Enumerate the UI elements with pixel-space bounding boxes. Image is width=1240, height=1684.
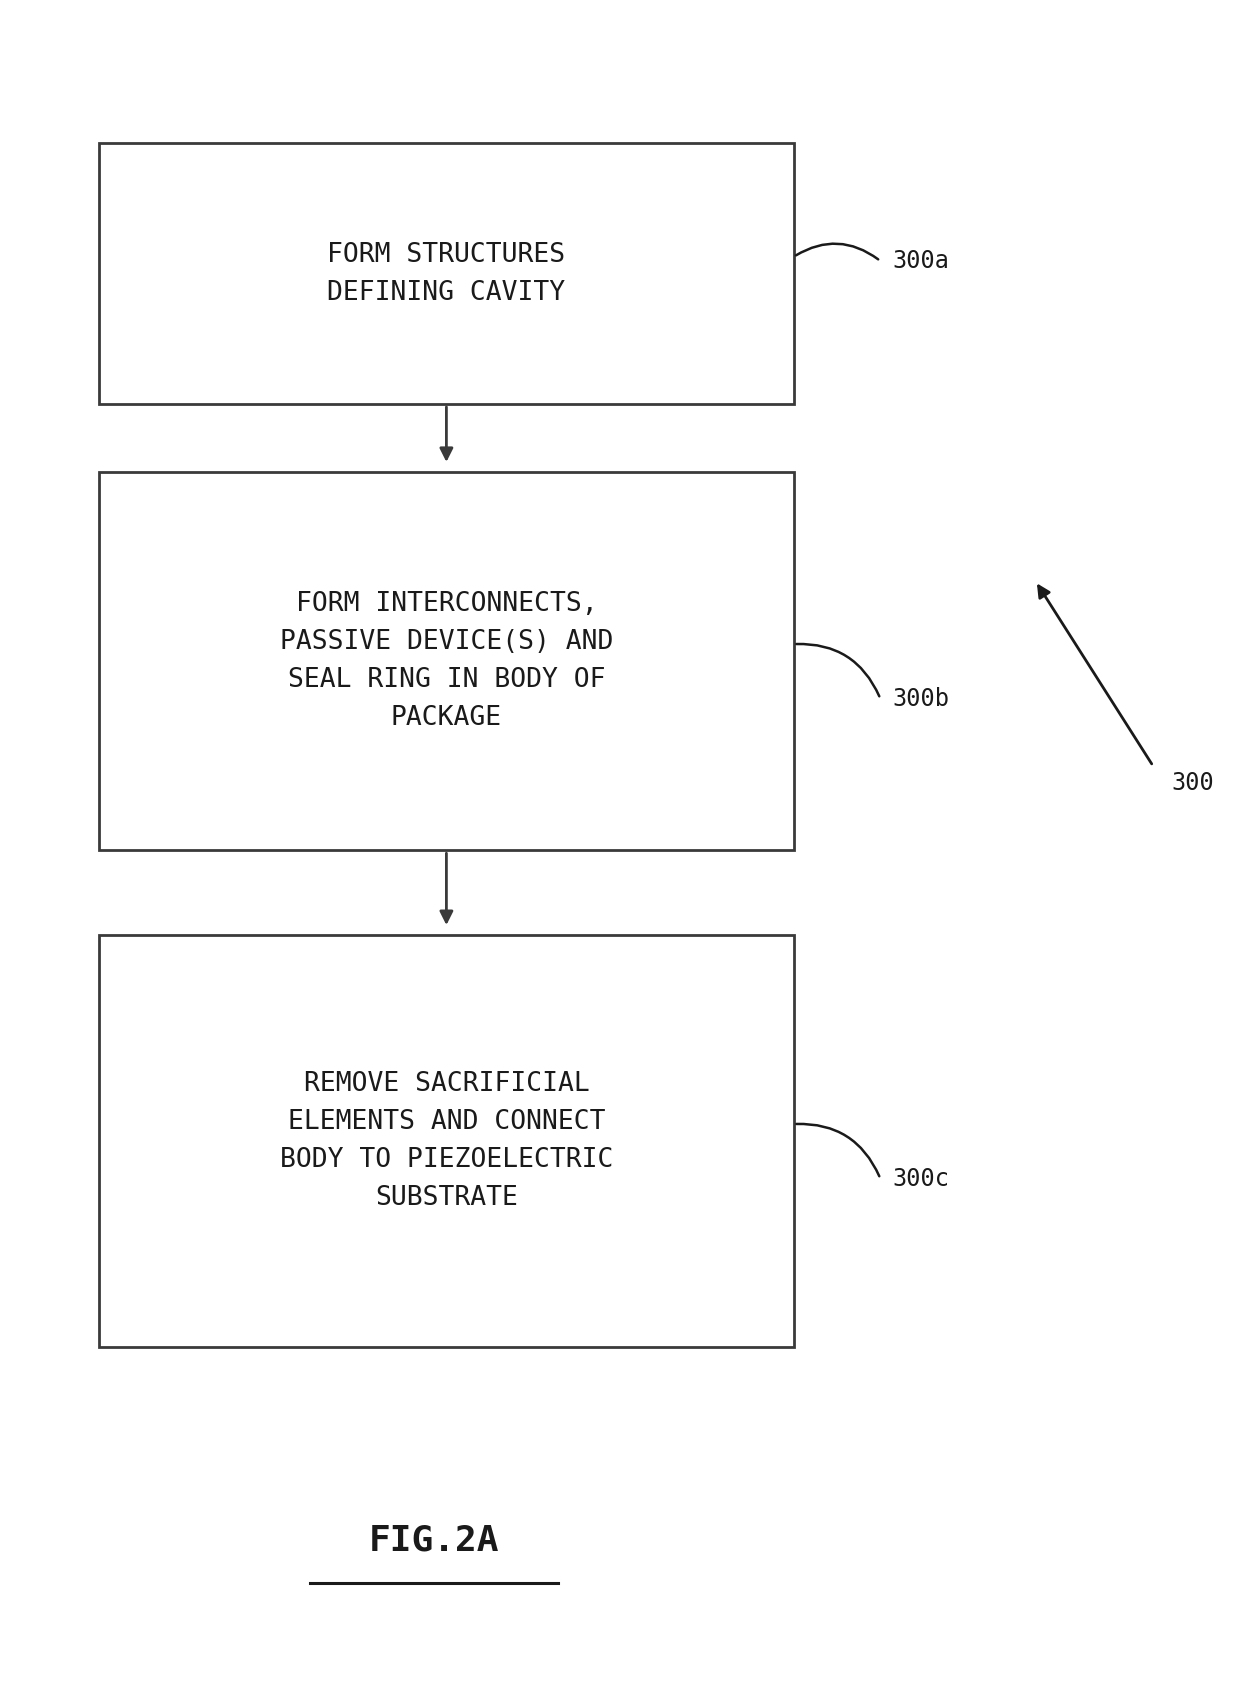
Bar bbox=[99, 935, 794, 1347]
Text: FORM STRUCTURES
DEFINING CAVITY: FORM STRUCTURES DEFINING CAVITY bbox=[327, 241, 565, 306]
Text: 300a: 300a bbox=[893, 249, 950, 273]
Text: 300: 300 bbox=[1172, 771, 1214, 795]
Bar bbox=[99, 472, 794, 850]
Text: FIG.2A: FIG.2A bbox=[368, 1524, 500, 1558]
Text: 300b: 300b bbox=[893, 687, 950, 711]
Text: 300c: 300c bbox=[893, 1167, 950, 1191]
Text: REMOVE SACRIFICIAL
ELEMENTS AND CONNECT
BODY TO PIEZOELECTRIC
SUBSTRATE: REMOVE SACRIFICIAL ELEMENTS AND CONNECT … bbox=[280, 1071, 613, 1211]
Bar bbox=[99, 143, 794, 404]
Text: FORM INTERCONNECTS,
PASSIVE DEVICE(S) AND
SEAL RING IN BODY OF
PACKAGE: FORM INTERCONNECTS, PASSIVE DEVICE(S) AN… bbox=[280, 591, 613, 731]
